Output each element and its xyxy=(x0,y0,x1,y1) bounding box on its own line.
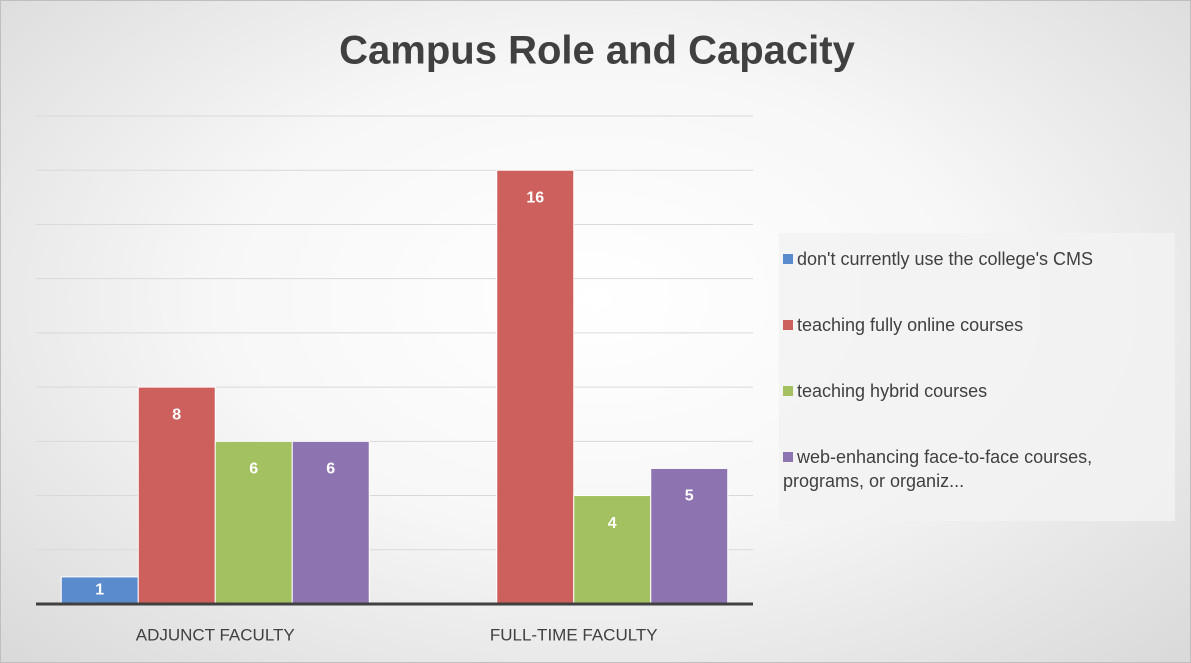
legend-swatch xyxy=(783,254,793,264)
bar xyxy=(650,467,729,605)
data-label: 1 xyxy=(95,582,104,599)
bar xyxy=(573,495,652,605)
data-label: 6 xyxy=(326,461,335,478)
legend-label: web-enhancing face-to-face courses, prog… xyxy=(783,447,1093,491)
legend-label: teaching fully online courses xyxy=(797,315,1024,335)
data-label: 16 xyxy=(526,189,544,206)
legend-entry: web-enhancing face-to-face courses, prog… xyxy=(783,445,1158,493)
legend-entry: teaching fully online courses xyxy=(783,313,1158,337)
data-label: 6 xyxy=(249,461,258,478)
x-tick-label: FULL-TIME FACULTY xyxy=(490,625,658,644)
legend-swatch xyxy=(783,386,793,396)
legend: don't currently use the college's CMS tea… xyxy=(779,233,1175,521)
chart-title: Campus Role and Capacity xyxy=(339,29,855,73)
legend-entry: teaching hybrid courses xyxy=(783,379,1158,403)
bar xyxy=(496,169,575,605)
legend-label: don't currently use the college's CMS xyxy=(797,249,1094,269)
bar xyxy=(214,440,293,605)
data-label: 4 xyxy=(608,515,617,532)
data-label: 8 xyxy=(172,406,181,423)
legend-entry: don't currently use the college's CMS xyxy=(783,247,1158,271)
legend-label: teaching hybrid courses xyxy=(797,381,988,401)
data-label: 5 xyxy=(685,488,694,505)
legend-swatch xyxy=(783,452,793,462)
x-tick-label: ADJUNCT FACULTY xyxy=(136,625,295,644)
bar xyxy=(291,440,370,605)
legend-swatch xyxy=(783,320,793,330)
